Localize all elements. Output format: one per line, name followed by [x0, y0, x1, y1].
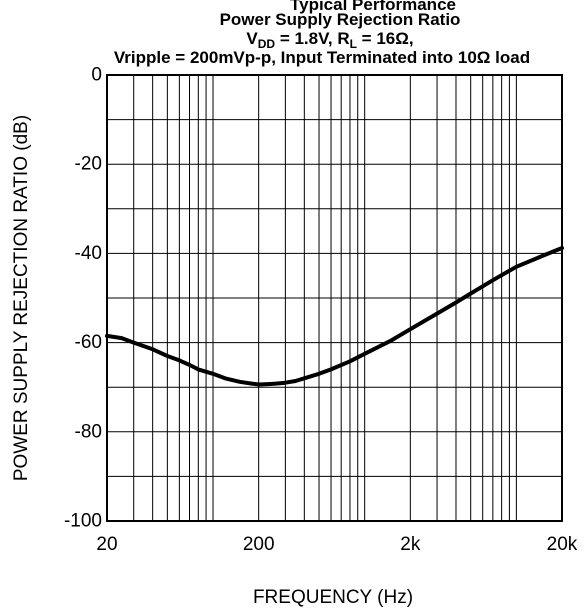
y-tick-labels: 0 -20 -40 -60 -80 -100 [64, 65, 102, 532]
y-tick-label: -100 [64, 511, 102, 532]
y-tick-label: 0 [91, 65, 102, 86]
psrr-series-line [105, 246, 564, 387]
chart-subtitle-line2: Vripple = 200mVp-p, Input Terminated int… [114, 48, 530, 67]
x-tick-label: 200 [243, 534, 275, 555]
x-axis-title: FREQUENCY (Hz) [253, 587, 413, 608]
x-tick-labels: 20 200 2k 20k [96, 534, 577, 555]
y-axis-title: POWER SUPPLY REJECTION RATIO (dB) [11, 115, 32, 481]
y-tick-label: -80 [75, 421, 102, 442]
plot-frame [106, 74, 563, 522]
y-tick-label: -40 [75, 243, 102, 264]
grid [106, 74, 563, 522]
section-title: Typical Performance [290, 0, 456, 14]
y-tick-label: -60 [75, 332, 102, 353]
chart-subtitle-line1: VDD = 1.8V, RL = 16Ω, [246, 29, 413, 51]
series-layer [105, 246, 564, 387]
x-tick-label: 2k [400, 534, 421, 555]
x-tick-label: 20k [547, 534, 578, 555]
x-tick-label: 20 [96, 534, 117, 555]
chart-title: Power Supply Rejection Ratio [220, 10, 461, 29]
y-tick-label: -20 [75, 154, 102, 175]
